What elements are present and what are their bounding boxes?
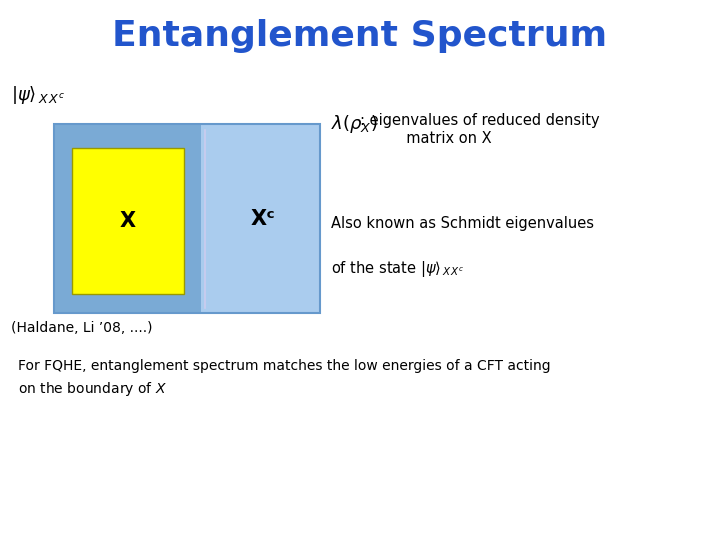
- Text: $|\psi\rangle_{\,X\,X^c}$: $|\psi\rangle_{\,X\,X^c}$: [11, 84, 65, 106]
- Bar: [200, 124, 320, 313]
- Text: (Haldane, Li ’08, ....): (Haldane, Li ’08, ....): [11, 321, 153, 335]
- Bar: [54, 124, 320, 313]
- Text: X: X: [120, 211, 136, 232]
- Text: : eigenvalues of reduced density
          matrix on X: : eigenvalues of reduced density matrix …: [360, 113, 600, 146]
- Text: For FQHE, entanglement spectrum matches the low energies of a CFT acting
on the : For FQHE, entanglement spectrum matches …: [18, 359, 551, 397]
- Text: of the state $|\psi\rangle_{\,X\,X^c}$: of the state $|\psi\rangle_{\,X\,X^c}$: [331, 259, 464, 279]
- Bar: [72, 148, 184, 294]
- Text: $\lambda(\rho_X)$: $\lambda(\rho_X)$: [331, 113, 378, 136]
- Text: Also known as Schmidt eigenvalues: Also known as Schmidt eigenvalues: [331, 216, 594, 231]
- Bar: [54, 124, 200, 313]
- Text: Xᶜ: Xᶜ: [251, 208, 275, 229]
- Text: Entanglement Spectrum: Entanglement Spectrum: [112, 19, 608, 53]
